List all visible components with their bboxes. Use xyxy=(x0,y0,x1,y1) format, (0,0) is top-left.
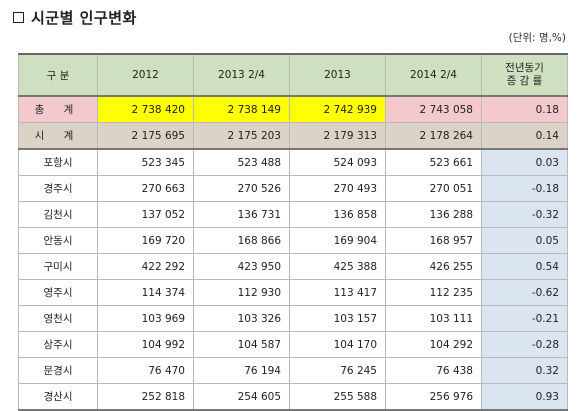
total-rate: 0.18 xyxy=(481,95,568,123)
row-label: 경산시 xyxy=(18,383,98,411)
table-row: 김천시 137 052 136 731 136 858 136 288 -0.3… xyxy=(18,201,568,228)
cell-rate: -0.18 xyxy=(481,175,568,202)
cell-rate: 0.93 xyxy=(481,383,568,411)
cell-2013-q2: 523 488 xyxy=(193,148,290,176)
table-row: 경주시 270 663 270 526 270 493 270 051 -0.1… xyxy=(18,175,568,202)
cell-2014-q2: 76 438 xyxy=(385,357,482,384)
total-label: 총 계 xyxy=(18,95,98,123)
city-total-2014-q2: 2 178 264 xyxy=(385,122,482,150)
cell-2012: 252 818 xyxy=(97,383,194,411)
cell-2013: 136 858 xyxy=(289,201,386,228)
city-total-2013: 2 179 313 xyxy=(289,122,386,150)
total-2012: 2 738 420 xyxy=(97,95,194,123)
row-label: 김천시 xyxy=(18,201,98,228)
cell-rate: 0.54 xyxy=(481,253,568,280)
cell-2013-q2: 270 526 xyxy=(193,175,290,202)
cell-rate: -0.32 xyxy=(481,201,568,228)
cell-2014-q2: 112 235 xyxy=(385,279,482,306)
row-label: 영천시 xyxy=(18,305,98,332)
header-2012: 2012 xyxy=(97,53,194,97)
table-row: 구미시 422 292 423 950 425 388 426 255 0.54 xyxy=(18,253,568,280)
cell-2013: 113 417 xyxy=(289,279,386,306)
table-row: 경산시 252 818 254 605 255 588 256 976 0.93 xyxy=(18,383,568,411)
header-change-rate-line1: 전년동기 xyxy=(505,62,544,74)
header-row: 구 분 2012 2013 2/4 2013 2014 2/4 전년동기 증 감… xyxy=(18,53,568,97)
cell-2013-q2: 423 950 xyxy=(193,253,290,280)
cell-2014-q2: 523 661 xyxy=(385,148,482,176)
cell-2013: 524 093 xyxy=(289,148,386,176)
header-category: 구 분 xyxy=(18,53,98,97)
cell-2013: 270 493 xyxy=(289,175,386,202)
cell-2013-q2: 168 866 xyxy=(193,227,290,254)
city-total-rate: 0.14 xyxy=(481,122,568,150)
title-text: 시군별 인구변화 xyxy=(31,9,137,27)
header-2013-q2: 2013 2/4 xyxy=(193,53,290,97)
city-total-row: 시 계 2 175 695 2 175 203 2 179 313 2 178 … xyxy=(18,122,568,150)
population-table: 구 분 2012 2013 2/4 2013 2014 2/4 전년동기 증 감… xyxy=(18,53,568,411)
row-label: 영주시 xyxy=(18,279,98,306)
cell-2013: 169 904 xyxy=(289,227,386,254)
cell-rate: -0.62 xyxy=(481,279,568,306)
cell-rate: -0.28 xyxy=(481,331,568,358)
cell-2014-q2: 168 957 xyxy=(385,227,482,254)
cell-2013-q2: 112 930 xyxy=(193,279,290,306)
cell-2014-q2: 256 976 xyxy=(385,383,482,411)
cell-2014-q2: 426 255 xyxy=(385,253,482,280)
row-label: 상주시 xyxy=(18,331,98,358)
city-total-2013-q2: 2 175 203 xyxy=(193,122,290,150)
table-row: 문경시 76 470 76 194 76 245 76 438 0.32 xyxy=(18,357,568,384)
total-2013-q2: 2 738 149 xyxy=(193,95,290,123)
cell-rate: -0.21 xyxy=(481,305,568,332)
city-total-2012: 2 175 695 xyxy=(97,122,194,150)
cell-2013: 425 388 xyxy=(289,253,386,280)
cell-2013: 104 170 xyxy=(289,331,386,358)
cell-2014-q2: 104 292 xyxy=(385,331,482,358)
cell-2012: 114 374 xyxy=(97,279,194,306)
cell-2012: 104 992 xyxy=(97,331,194,358)
cell-rate: 0.32 xyxy=(481,357,568,384)
cell-rate: 0.05 xyxy=(481,227,568,254)
cell-2013: 255 588 xyxy=(289,383,386,411)
cell-2013: 76 245 xyxy=(289,357,386,384)
cell-rate: 0.03 xyxy=(481,148,568,176)
cell-2012: 169 720 xyxy=(97,227,194,254)
cell-2012: 76 470 xyxy=(97,357,194,384)
cell-2012: 523 345 xyxy=(97,148,194,176)
cell-2013-q2: 76 194 xyxy=(193,357,290,384)
cell-2013: 103 157 xyxy=(289,305,386,332)
row-label: 구미시 xyxy=(18,253,98,280)
table-row: 안동시 169 720 168 866 169 904 168 957 0.05 xyxy=(18,227,568,254)
row-label: 문경시 xyxy=(18,357,98,384)
total-row: 총 계 2 738 420 2 738 149 2 742 939 2 743 … xyxy=(18,95,568,123)
table-row: 상주시 104 992 104 587 104 170 104 292 -0.2… xyxy=(18,331,568,358)
row-label: 포항시 xyxy=(18,148,98,176)
unit-note: (단위: 명,%) xyxy=(508,32,566,44)
total-2014-q2: 2 743 058 xyxy=(385,95,482,123)
table-row: 포항시 523 345 523 488 524 093 523 661 0.03 xyxy=(18,148,568,176)
cell-2014-q2: 136 288 xyxy=(385,201,482,228)
cell-2012: 422 292 xyxy=(97,253,194,280)
cell-2014-q2: 103 111 xyxy=(385,305,482,332)
cell-2013-q2: 104 587 xyxy=(193,331,290,358)
header-change-rate: 전년동기 증 감 률 xyxy=(481,53,568,97)
row-label: 안동시 xyxy=(18,227,98,254)
cell-2013-q2: 103 326 xyxy=(193,305,290,332)
table-row: 영천시 103 969 103 326 103 157 103 111 -0.2… xyxy=(18,305,568,332)
cell-2012: 103 969 xyxy=(97,305,194,332)
header-2013: 2013 xyxy=(289,53,386,97)
cell-2012: 270 663 xyxy=(97,175,194,202)
city-total-label: 시 계 xyxy=(18,122,98,150)
cell-2013-q2: 136 731 xyxy=(193,201,290,228)
checkbox-square-icon xyxy=(13,12,24,23)
cell-2014-q2: 270 051 xyxy=(385,175,482,202)
cell-2012: 137 052 xyxy=(97,201,194,228)
cell-2013-q2: 254 605 xyxy=(193,383,290,411)
header-change-rate-line2: 증 감 률 xyxy=(506,75,543,87)
page-title: 시군별 인구변화 xyxy=(13,7,137,28)
total-2013: 2 742 939 xyxy=(289,95,386,123)
table-row: 영주시 114 374 112 930 113 417 112 235 -0.6… xyxy=(18,279,568,306)
header-2014-q2: 2014 2/4 xyxy=(385,53,482,97)
row-label: 경주시 xyxy=(18,175,98,202)
